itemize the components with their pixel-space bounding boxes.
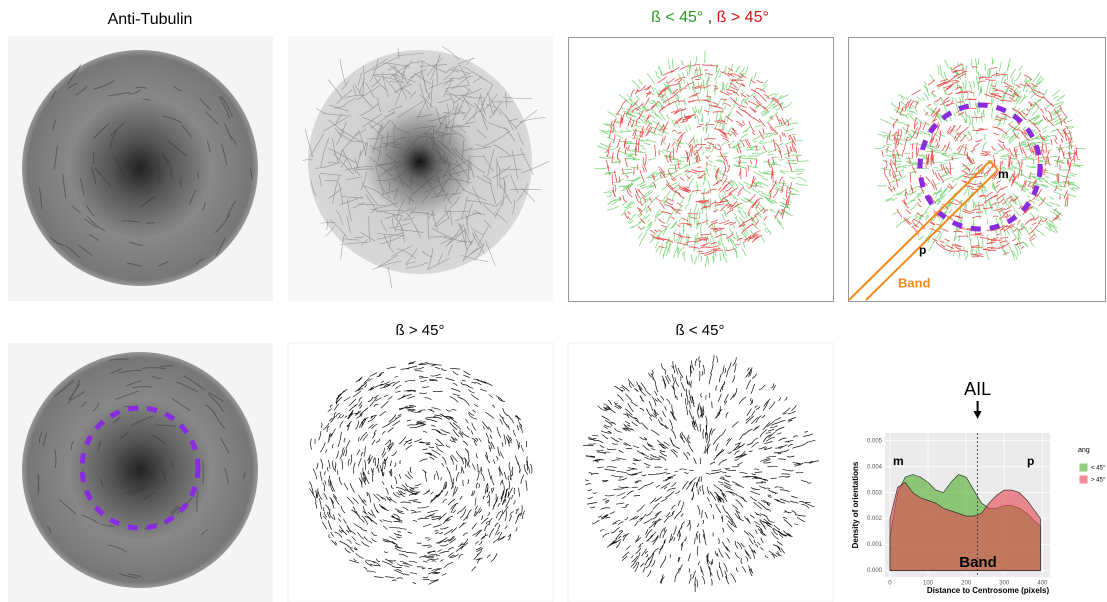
- y-tick-label: 0.002: [867, 516, 883, 522]
- annotation-arrowhead: [974, 411, 982, 419]
- y-tick-label: 0.000: [867, 568, 883, 574]
- panel-title: Anti-Tubulin: [108, 11, 193, 28]
- x-tick-label: 0: [888, 581, 892, 587]
- legend-label: < 45°: [1091, 466, 1106, 472]
- legend-key: [1079, 475, 1088, 484]
- y-tick-label: 0.005: [867, 438, 883, 444]
- panel-title: ß < 45°: [676, 322, 725, 339]
- legend-label: > 45°: [1091, 478, 1106, 484]
- figure: Anti-Tubulin ß < 45° , ß > 45° ß > 45° ß…: [0, 0, 1107, 602]
- x-tick-label: 100: [923, 581, 934, 587]
- panel-title: ß < 45° , ß > 45°: [651, 9, 769, 26]
- region-label: m: [893, 454, 904, 468]
- title-part: ß < 45°: [651, 9, 703, 26]
- y-axis-title: Density of orientations: [851, 461, 860, 548]
- legend-key: [1079, 463, 1088, 472]
- x-tick-label: 200: [961, 581, 972, 587]
- annotation-label: AIL: [964, 379, 991, 399]
- image-panel: [568, 343, 833, 602]
- region-label: p: [919, 243, 926, 257]
- cell-image: [22, 50, 258, 286]
- y-tick-label: 0.003: [867, 490, 883, 496]
- title-part: ß > 45°: [717, 9, 769, 26]
- region-label: p: [1027, 454, 1034, 468]
- panel-title: ß > 45°: [396, 322, 445, 339]
- x-tick-label: 400: [1037, 581, 1048, 587]
- y-tick-label: 0.001: [867, 542, 883, 548]
- band-label: Band: [898, 275, 931, 290]
- legend-title: ang: [1078, 447, 1090, 454]
- title-part: ,: [708, 9, 712, 26]
- region-label: m: [998, 167, 1009, 181]
- density-chart: Distance to Centrosome (pixels) Density …: [851, 379, 1106, 595]
- x-axis-title: Distance to Centrosome (pixels): [927, 586, 1050, 595]
- region-label: Band: [959, 554, 997, 571]
- cell-image: [22, 352, 258, 588]
- image-panel: [288, 343, 553, 602]
- x-tick-label: 300: [999, 581, 1010, 587]
- y-tick-label: 0.004: [867, 464, 883, 470]
